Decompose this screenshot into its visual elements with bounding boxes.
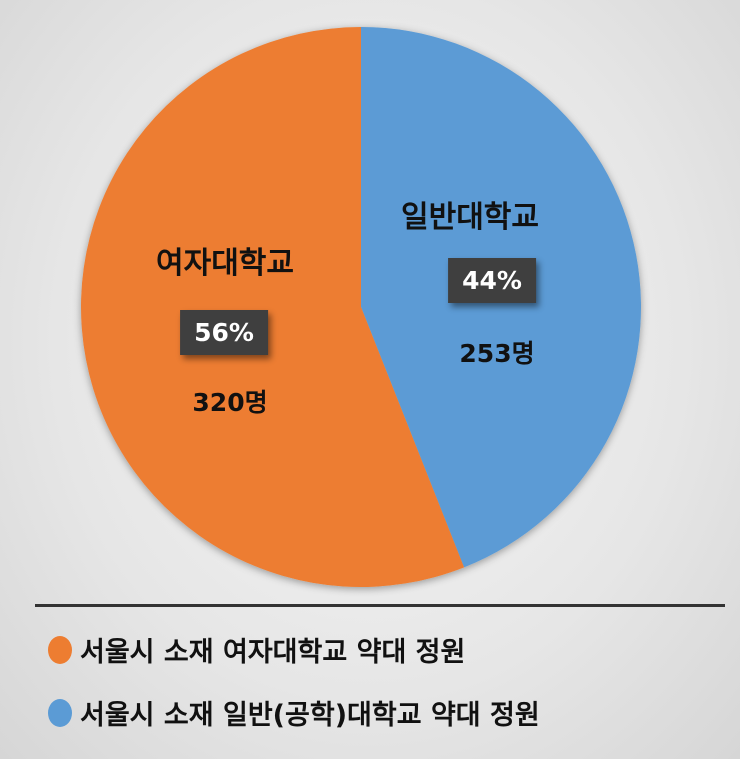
percent-label-womens: 56% (180, 310, 268, 355)
percent-label-general: 44% (448, 258, 536, 303)
legend-item-general: 서울시 소재 일반(공학)대학교 약대 정원 (48, 693, 540, 732)
legend-label: 서울시 소재 일반(공학)대학교 약대 정원 (80, 700, 540, 731)
slice-label-womens: 여자대학교 (156, 246, 294, 281)
count-label-general: 253명 (459, 339, 535, 368)
legend-dot-blue (48, 698, 72, 727)
legend-dot-orange (48, 635, 72, 664)
count-label-womens: 320명 (192, 388, 268, 417)
pie-slice-1 (80, 27, 465, 587)
legend-divider (35, 604, 725, 607)
slice-label-general: 일반대학교 (401, 200, 539, 235)
legend-item-womens: 서울시 소재 여자대학교 약대 정원 (48, 630, 465, 669)
legend-label: 서울시 소재 여자대학교 약대 정원 (80, 637, 466, 668)
